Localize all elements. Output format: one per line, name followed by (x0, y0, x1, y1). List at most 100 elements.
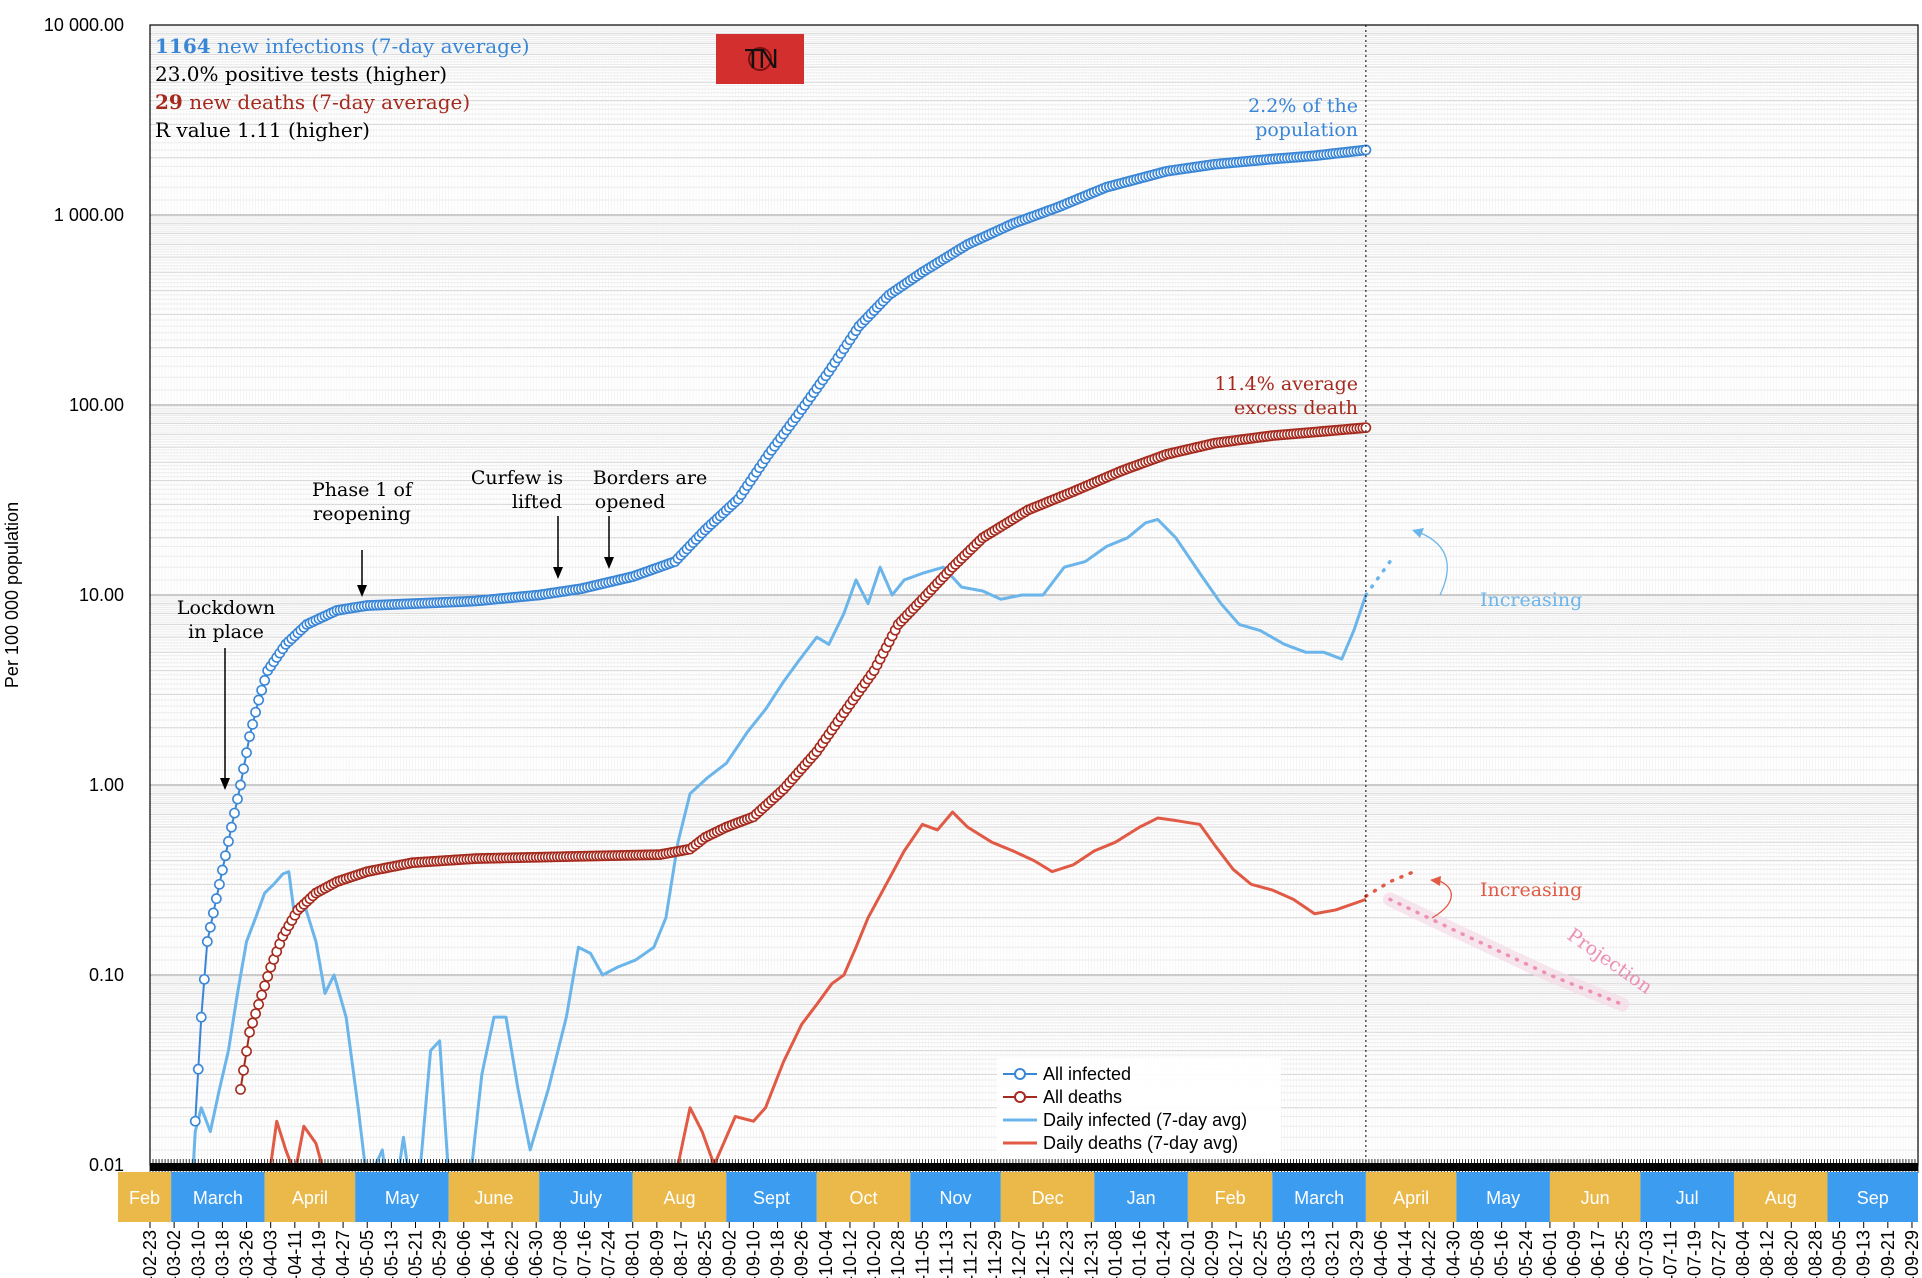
y-tick-label: 10 000.00 (44, 15, 124, 35)
all-deaths-point (244, 1026, 255, 1038)
x-tick-label: -06-14 (478, 1230, 498, 1278)
all-infected-point (226, 821, 237, 833)
all-infected-point (232, 793, 243, 805)
month-cell (1187, 1172, 1273, 1222)
month-label: May (385, 1188, 419, 1208)
month-label: March (193, 1188, 243, 1208)
all-infected-point (201, 936, 213, 947)
series-layer (189, 144, 1630, 1165)
month-cell (816, 1172, 911, 1222)
all-infected-point (210, 893, 222, 905)
month-cell (1365, 1172, 1457, 1222)
all-deaths-point (241, 1045, 252, 1057)
x-tick-label: -04-03 (261, 1230, 281, 1278)
month-label: Aug (1765, 1188, 1797, 1208)
month-cell (1094, 1172, 1188, 1222)
x-tick-label: -09-10 (743, 1230, 763, 1278)
all-infected-point (217, 864, 228, 876)
month-cell (910, 1172, 1001, 1222)
increasing-deaths-arrowhead-icon (1430, 876, 1441, 886)
x-tick-label: -02-17 (1226, 1230, 1246, 1278)
month-label: April (292, 1188, 328, 1208)
x-tick-label: -05-13 (381, 1230, 401, 1278)
excess-death-annotation-line2: excess death (1234, 397, 1358, 419)
x-tick-label: -03-26 (237, 1230, 257, 1278)
all-deaths-point (250, 1008, 261, 1020)
all-deaths-point (1360, 422, 1372, 434)
all-infected-point (198, 973, 210, 985)
x-tick-label: -08-20 (1781, 1230, 1801, 1278)
month-label: Sep (1857, 1188, 1889, 1208)
x-tick-label: -03-29 (1347, 1230, 1367, 1278)
x-tick-label: -12-23 (1057, 1230, 1077, 1278)
x-tick-label: -05-05 (357, 1230, 377, 1278)
x-tick-label: -06-22 (502, 1230, 522, 1278)
all-infected-point (238, 763, 249, 775)
x-tick-label: -09-29 (1902, 1230, 1922, 1278)
positive-tests-stat: 23.0% positive tests (higher) (155, 62, 447, 86)
phase1-arrowhead-icon (357, 585, 367, 597)
x-tick-label: -03-02 (164, 1230, 184, 1278)
x-tick-label: -10-12 (840, 1230, 860, 1278)
x-tick-label: -08-17 (671, 1230, 691, 1278)
x-tick-label: -06-30 (526, 1230, 546, 1278)
excess-death-annotation-line1: 11.4% average (1214, 373, 1358, 395)
x-tick-label: -02-01 (1178, 1230, 1198, 1278)
x-tick-label: -10-04 (816, 1230, 836, 1278)
month-cell (1000, 1172, 1095, 1222)
x-tick-label: -08-12 (1757, 1230, 1777, 1278)
population-annotation-line2: population (1255, 119, 1358, 141)
x-tick-label: -02-25 (1250, 1230, 1270, 1278)
x-tick-label: -04-30 (1443, 1230, 1463, 1278)
month-cell (539, 1172, 633, 1222)
lockdown-annotation-line1: Lockdown (177, 597, 275, 619)
y-tick-label: 100.00 (69, 395, 124, 415)
all-infected-point (244, 731, 255, 742)
x-tick-label: -10-28 (888, 1230, 908, 1278)
month-cell (1549, 1172, 1641, 1222)
month-cell (1456, 1172, 1550, 1222)
legend-daily-deaths-label: Daily deaths (7-day avg) (1043, 1133, 1238, 1153)
x-tick-label: -03-18 (212, 1230, 232, 1278)
all-infected-point (247, 718, 258, 730)
x-tick-label: -04-14 (1395, 1230, 1415, 1278)
month-cell (118, 1172, 172, 1222)
tn-badge-circle-icon (748, 47, 772, 71)
daily-deaths-7-day-avg-line (269, 810, 1367, 1165)
y-axis-label: Per 100 000 population (2, 502, 22, 688)
x-tick-label: -07-08 (550, 1230, 570, 1278)
x-axis-date-labels: -02-23 -03-02 -03-10 -03-18 -03-26 -04-03 -04-… (140, 1222, 1922, 1278)
x-tick-label: -04-06 (1371, 1230, 1391, 1278)
all-infected-point (259, 675, 271, 686)
month-label: Feb (129, 1188, 160, 1208)
x-tick-label: -12-07 (1009, 1230, 1029, 1278)
x-tick-label: -07-16 (574, 1230, 594, 1278)
daily-infected-projection-line (1364, 559, 1392, 597)
all-infected-point (192, 1063, 204, 1075)
x-tick-label: -05-16 (1492, 1230, 1512, 1278)
x-tick-label: -06-06 (454, 1230, 474, 1278)
x-tick-label: -09-18 (768, 1230, 788, 1278)
lockdown-arrowhead-icon (220, 778, 230, 790)
legend-all-infected-label: All infected (1043, 1064, 1131, 1084)
x-tick-label: -07-24 (599, 1230, 619, 1278)
curfew-annotation-line2: lifted (512, 491, 562, 513)
month-label: Jan (1127, 1188, 1156, 1208)
all-deaths-point (235, 1083, 246, 1095)
y-tick-label: 10.00 (79, 585, 124, 605)
y-axis-ticks: 0.01 0.10 1.00 10.00 100.00 1 000.00 10 000.00 (44, 15, 124, 1175)
x-tick-label: -05-24 (1516, 1230, 1536, 1278)
month-cell (355, 1172, 449, 1222)
borders-annotation-line1: Borders are (593, 467, 707, 489)
month-label: May (1486, 1188, 1520, 1208)
infections-text: new infections (7-day average) (211, 34, 530, 58)
infections-value: 1164 (155, 34, 211, 58)
x-tick-label: -08-01 (623, 1230, 643, 1278)
legend-daily-infected-label: Daily infected (7-day avg) (1043, 1110, 1247, 1130)
all-infected-point (229, 807, 240, 819)
projection-glow (1383, 892, 1630, 1012)
month-cell (1640, 1172, 1734, 1222)
all-infected-point (195, 1011, 207, 1023)
